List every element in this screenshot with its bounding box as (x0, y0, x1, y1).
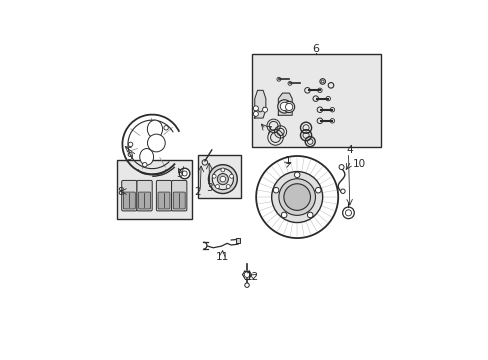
FancyBboxPatch shape (137, 180, 152, 211)
Circle shape (338, 165, 344, 170)
Text: 9: 9 (126, 152, 133, 162)
Circle shape (256, 156, 338, 238)
Circle shape (307, 212, 312, 218)
Circle shape (128, 142, 133, 147)
Text: 5: 5 (175, 169, 182, 179)
Polygon shape (254, 90, 265, 118)
Circle shape (226, 185, 230, 188)
FancyBboxPatch shape (156, 180, 171, 211)
Bar (236, 238, 240, 243)
Circle shape (215, 185, 219, 188)
Text: 6: 6 (312, 44, 319, 54)
Circle shape (253, 111, 258, 116)
Circle shape (212, 168, 233, 190)
Circle shape (277, 100, 290, 113)
Bar (198, 156, 241, 198)
Circle shape (229, 174, 233, 178)
Bar (251, 54, 380, 147)
Circle shape (281, 212, 286, 218)
Circle shape (244, 272, 249, 278)
Circle shape (244, 283, 249, 287)
Text: 11: 11 (215, 252, 228, 262)
Circle shape (342, 207, 354, 219)
FancyBboxPatch shape (173, 192, 185, 209)
FancyBboxPatch shape (158, 192, 170, 209)
Circle shape (179, 168, 189, 179)
Text: 8: 8 (117, 186, 124, 197)
Text: 4: 4 (346, 145, 352, 155)
Circle shape (208, 165, 237, 194)
Text: 7: 7 (265, 126, 271, 135)
Circle shape (285, 103, 292, 111)
Circle shape (262, 107, 267, 112)
Circle shape (340, 189, 345, 193)
Circle shape (253, 106, 258, 111)
Bar (117, 159, 191, 219)
Circle shape (220, 176, 225, 182)
Ellipse shape (147, 120, 163, 138)
Circle shape (294, 172, 299, 177)
Circle shape (271, 172, 322, 222)
Polygon shape (278, 93, 292, 115)
Circle shape (163, 126, 168, 130)
Text: 2: 2 (194, 187, 200, 197)
Circle shape (315, 188, 321, 193)
Text: 12: 12 (245, 273, 258, 283)
Circle shape (283, 102, 294, 112)
Text: 3: 3 (206, 183, 212, 193)
FancyBboxPatch shape (138, 192, 150, 209)
Circle shape (212, 174, 216, 178)
FancyBboxPatch shape (122, 180, 137, 211)
Ellipse shape (140, 149, 153, 165)
Text: 10: 10 (352, 159, 365, 169)
Circle shape (217, 174, 228, 185)
Text: 1: 1 (284, 156, 291, 166)
Circle shape (221, 168, 224, 172)
FancyBboxPatch shape (123, 192, 135, 209)
Circle shape (273, 188, 278, 193)
Circle shape (280, 102, 288, 111)
Circle shape (142, 162, 147, 167)
FancyBboxPatch shape (171, 180, 186, 211)
Circle shape (147, 134, 165, 152)
Circle shape (284, 184, 310, 210)
Circle shape (278, 179, 315, 215)
